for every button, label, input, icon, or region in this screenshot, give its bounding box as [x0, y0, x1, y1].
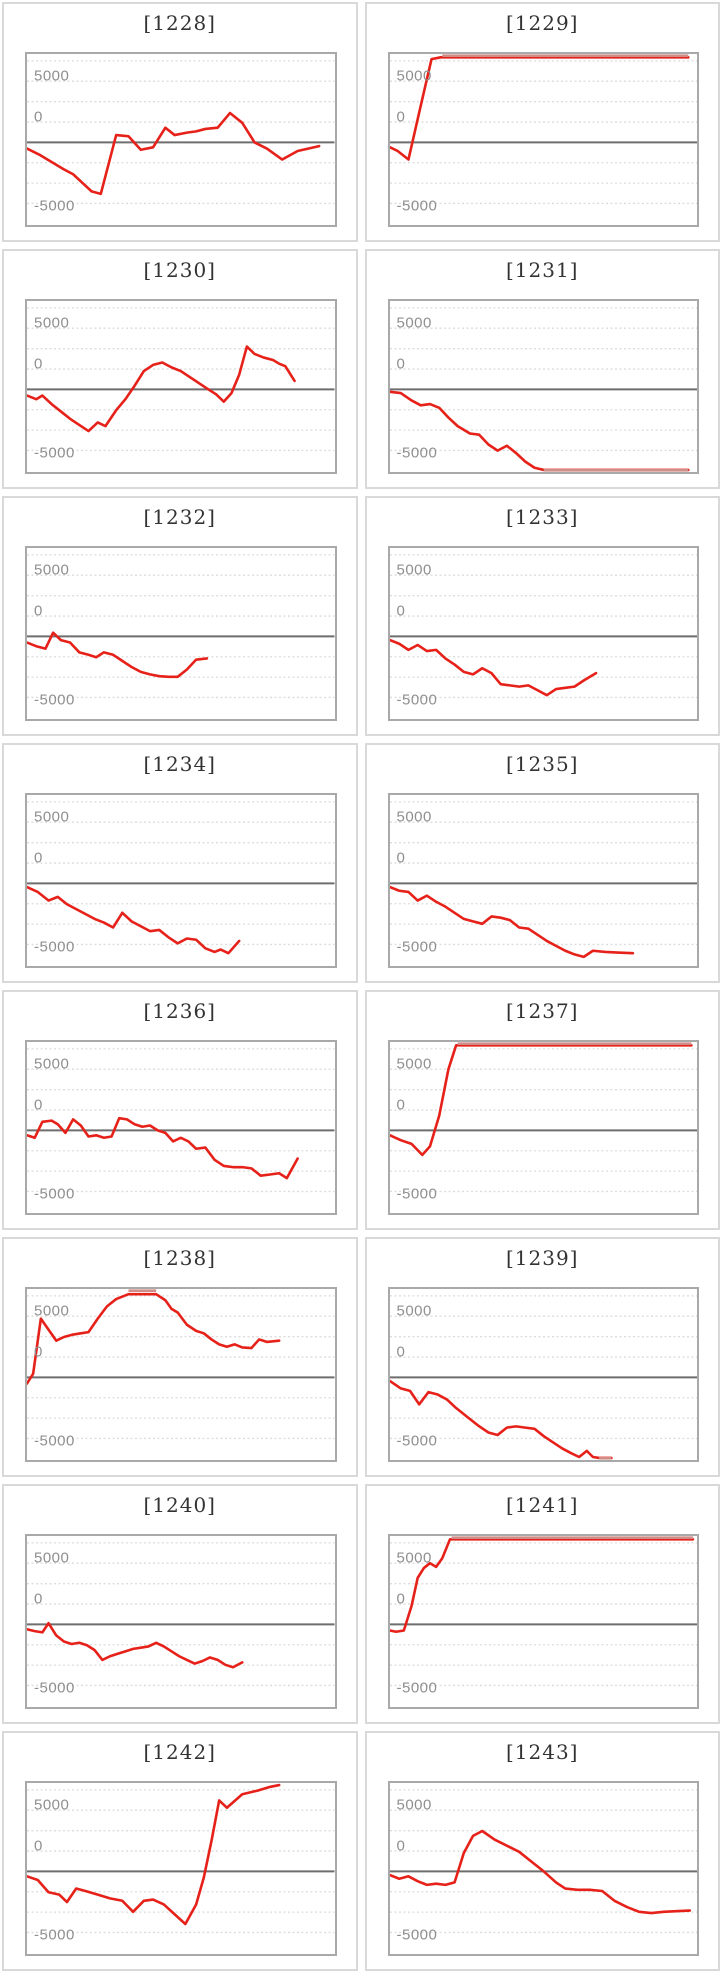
chart-canvas [390, 1289, 698, 1460]
data-line [390, 640, 596, 695]
chart-plot-area: 5000 0 -5000 [387, 299, 699, 474]
chart-canvas [27, 54, 335, 225]
chart-canvas [27, 1783, 335, 1954]
chart-cell: [1238] 5000 0 -5000 [2, 1237, 358, 1477]
chart-title: [1232] [143, 505, 216, 529]
data-line [390, 1045, 691, 1155]
chart-cell: [1229] 5000 0 -5000 [364, 2, 720, 242]
data-line [390, 1831, 690, 1913]
chart-plot-area: 5000 0 -5000 [387, 52, 699, 227]
chart-title: [1238] [143, 1246, 216, 1270]
chart-cell: [1240] 5000 0 -5000 [2, 1484, 358, 1724]
chart-title: [1236] [143, 999, 216, 1023]
chart-plot-area: 5000 0 -5000 [387, 546, 699, 721]
chart-cell: [1228] 5000 0 -5000 [2, 2, 358, 242]
data-line [390, 57, 688, 159]
chart-canvas [390, 548, 698, 719]
chart-plot-area: 5000 0 -5000 [387, 1287, 699, 1462]
chart-title: [1230] [143, 258, 216, 282]
chart-title: [1237] [505, 999, 579, 1023]
chart-plot-area: 5000 0 -5000 [387, 1534, 699, 1709]
data-line [27, 1623, 242, 1667]
chart-cell: [1239] 5000 0 -5000 [364, 1237, 720, 1477]
data-line [390, 1539, 693, 1631]
chart-cell: [1241] 5000 0 -5000 [364, 1484, 720, 1724]
data-line [27, 347, 295, 431]
chart-cell: [1233] 5000 0 -5000 [364, 496, 720, 736]
chart-cell: [1232] 5000 0 -5000 [2, 496, 358, 736]
data-line [390, 392, 688, 470]
chart-canvas [390, 301, 698, 472]
chart-cell: [1235] 5000 0 -5000 [364, 743, 720, 983]
chart-title: [1235] [505, 752, 579, 776]
chart-title: [1242] [143, 1740, 216, 1764]
chart-canvas [390, 1042, 698, 1213]
chart-cell: [1243] 5000 0 -5000 [364, 1731, 720, 1971]
data-line [390, 887, 633, 957]
data-line [27, 1118, 298, 1178]
data-line [27, 1785, 279, 1924]
chart-canvas [27, 1042, 335, 1213]
chart-plot-area: 5000 0 -5000 [25, 1781, 337, 1956]
chart-title: [1240] [143, 1493, 216, 1517]
chart-cell: [1231] 5000 0 -5000 [364, 249, 720, 489]
chart-canvas [27, 301, 335, 472]
chart-canvas [390, 54, 698, 225]
chart-title: [1228] [143, 11, 216, 35]
chart-canvas [390, 1783, 698, 1954]
data-line [27, 1294, 279, 1383]
chart-cell: [1234] 5000 0 -5000 [2, 743, 358, 983]
chart-title: [1229] [505, 11, 579, 35]
chart-cell: [1237] 5000 0 -5000 [364, 990, 720, 1230]
chart-plot-area: 5000 0 -5000 [25, 52, 337, 227]
chart-title: [1231] [505, 258, 579, 282]
chart-plot-area: 5000 0 -5000 [25, 793, 337, 968]
data-line [27, 113, 319, 194]
data-line [27, 887, 239, 953]
chart-canvas [27, 795, 335, 966]
chart-cell: [1230] 5000 0 -5000 [2, 249, 358, 489]
chart-plot-area: 5000 0 -5000 [25, 1534, 337, 1709]
chart-plot-area: 5000 0 -5000 [387, 1781, 699, 1956]
chart-title: [1233] [505, 505, 579, 529]
chart-canvas [390, 795, 698, 966]
chart-plot-area: 5000 0 -5000 [25, 546, 337, 721]
chart-plot-area: 5000 0 -5000 [25, 299, 337, 474]
chart-cell: [1236] 5000 0 -5000 [2, 990, 358, 1230]
chart-title: [1234] [143, 752, 216, 776]
chart-canvas [27, 1289, 335, 1460]
chart-plot-area: 5000 0 -5000 [25, 1287, 337, 1462]
chart-cell: [1242] 5000 0 -5000 [2, 1731, 358, 1971]
chart-title: [1243] [505, 1740, 579, 1764]
chart-canvas [27, 1536, 335, 1707]
chart-canvas [27, 548, 335, 719]
chart-title: [1239] [505, 1246, 579, 1270]
chart-title: [1241] [505, 1493, 579, 1517]
chart-canvas [390, 1536, 698, 1707]
data-line [390, 1381, 611, 1458]
chart-plot-area: 5000 0 -5000 [25, 1040, 337, 1215]
chart-plot-area: 5000 0 -5000 [387, 1040, 699, 1215]
data-line [27, 633, 207, 677]
chart-plot-area: 5000 0 -5000 [387, 793, 699, 968]
